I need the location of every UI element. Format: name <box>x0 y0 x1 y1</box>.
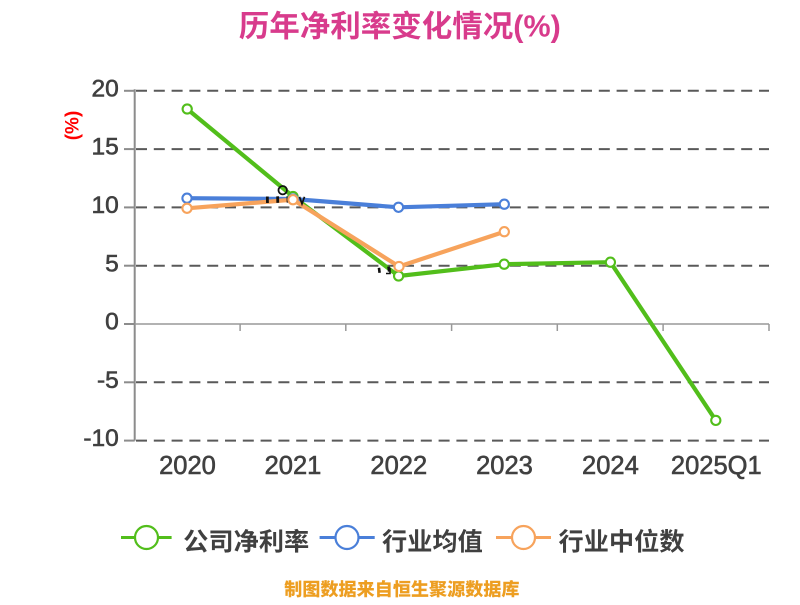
svg-text:2022: 2022 <box>370 452 427 480</box>
svg-text:-10: -10 <box>83 425 118 452</box>
svg-text:10: 10 <box>92 192 119 219</box>
svg-text:0: 0 <box>105 309 119 336</box>
svg-text:(%): (%) <box>513 10 560 44</box>
svg-text:2025Q1: 2025Q1 <box>671 452 762 480</box>
svg-text:-5: -5 <box>97 367 119 394</box>
svg-text:15: 15 <box>92 134 119 161</box>
svg-text:(%): (%) <box>63 111 84 141</box>
svg-text:2024: 2024 <box>582 452 639 480</box>
svg-text:5: 5 <box>105 250 119 277</box>
svg-text:2021: 2021 <box>265 452 322 480</box>
svg-text:2020: 2020 <box>159 452 216 480</box>
svg-text:2023: 2023 <box>476 452 533 480</box>
svg-text:20: 20 <box>92 75 119 102</box>
